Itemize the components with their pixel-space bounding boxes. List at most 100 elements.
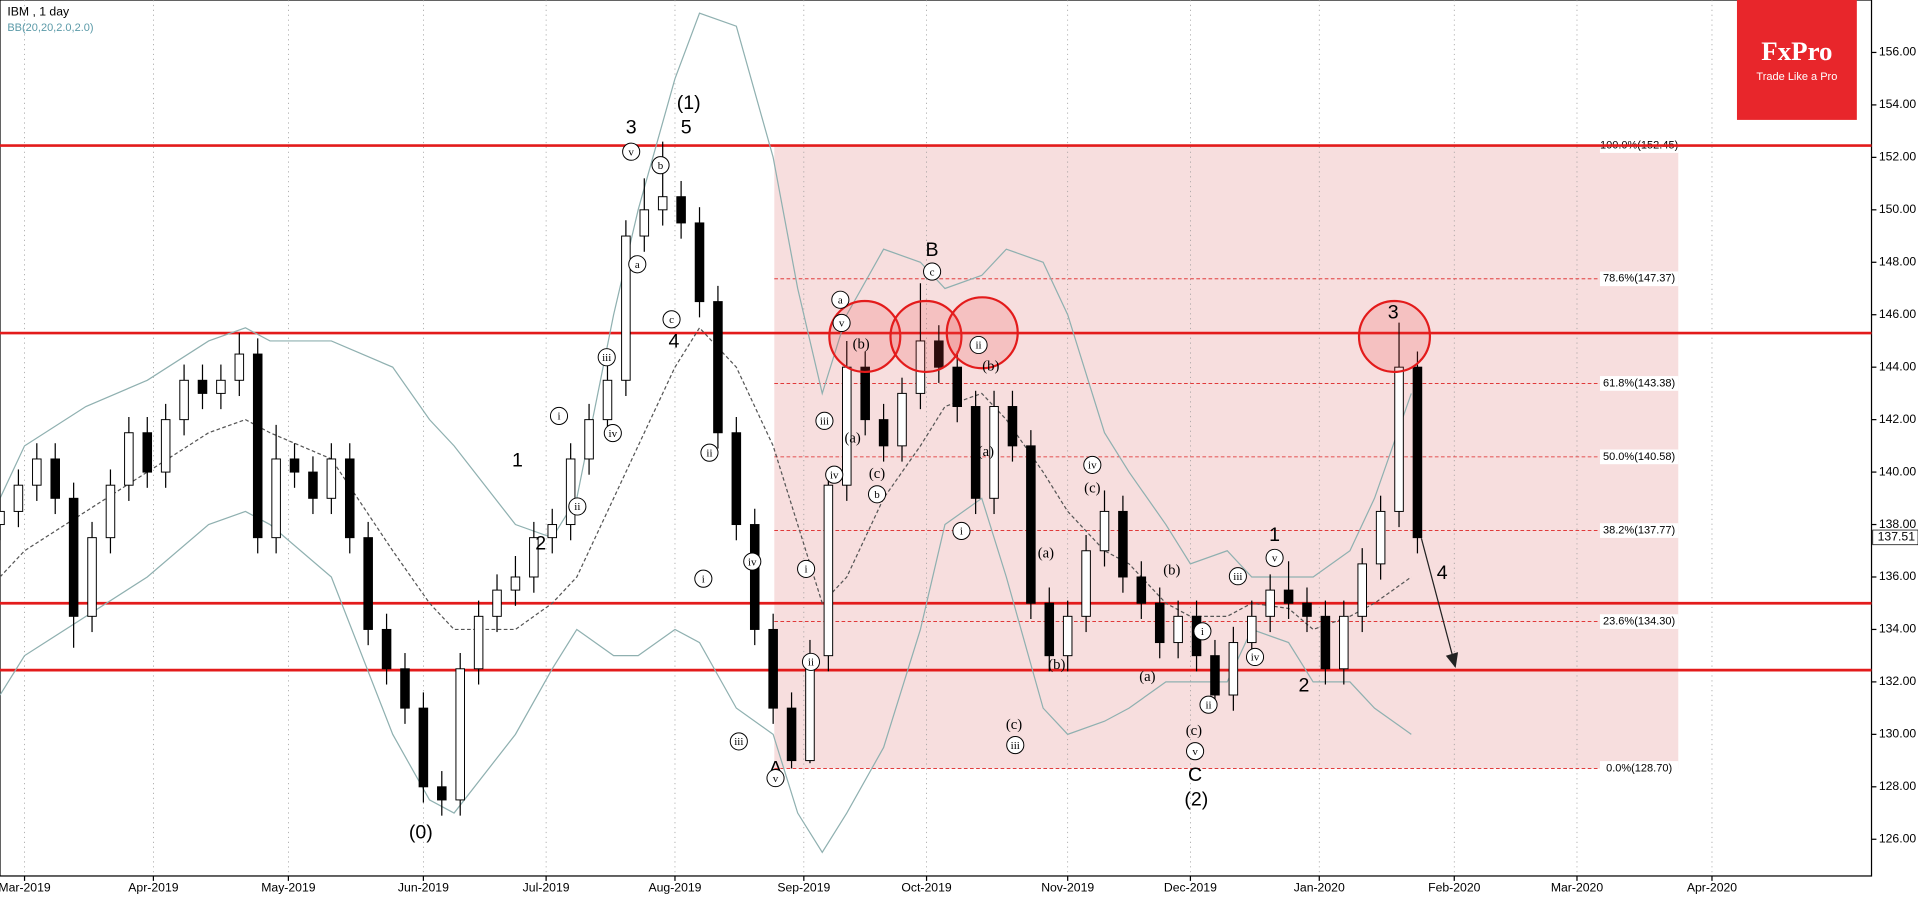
candle-body — [713, 301, 723, 434]
candle-body — [989, 406, 999, 499]
wave-circle — [1199, 695, 1218, 714]
candle-body — [547, 524, 558, 539]
candle-body — [657, 196, 668, 211]
candle-body — [1302, 602, 1312, 617]
candle-body — [1320, 615, 1331, 670]
candle-body — [0, 510, 5, 526]
candle-body — [234, 353, 245, 381]
wave-label: b — [874, 489, 880, 501]
wave-label: (c) — [1084, 481, 1100, 497]
wave-circle — [867, 485, 887, 504]
wave-circle — [729, 732, 748, 751]
wave-label: iii — [602, 352, 611, 364]
wave-label: 4 — [1437, 562, 1448, 584]
candle-body — [105, 484, 116, 539]
fib-label: 78.6%(147.37) — [1603, 273, 1675, 285]
wave-label: 1 — [512, 449, 523, 471]
wave-circle — [1006, 736, 1025, 755]
bb-middle — [0, 326, 1412, 631]
wave-label: 2 — [535, 533, 546, 555]
candle-body — [897, 392, 907, 447]
candle-body — [400, 668, 410, 709]
candle-body — [731, 432, 742, 526]
candle-body — [510, 576, 521, 591]
candle-body — [805, 655, 815, 762]
wave-label: ii — [706, 447, 712, 459]
candle-body — [1154, 602, 1165, 644]
candle-body — [326, 458, 337, 499]
candle-body — [381, 628, 392, 670]
fib-label: 0.0%(128.70) — [1606, 762, 1672, 774]
candle-body — [768, 628, 778, 709]
candle-body — [1118, 510, 1128, 578]
candle-body — [142, 432, 153, 473]
wave-label: (b) — [1048, 657, 1065, 673]
chart-title: IBM , 1 day — [7, 4, 70, 18]
candle-body — [676, 196, 686, 224]
x-tick-label: Apr-2020 — [1687, 880, 1737, 894]
fib-label-bg — [1599, 614, 1679, 629]
y-tick-label: 136.00 — [1879, 569, 1917, 583]
candle-body — [68, 497, 79, 617]
wave-circle — [694, 569, 713, 588]
last-price-box — [1872, 529, 1918, 546]
candle-body — [50, 458, 60, 499]
fib-label-bg — [1599, 761, 1679, 776]
wave-label: 4 — [669, 331, 680, 353]
y-tick-label: 152.00 — [1879, 150, 1917, 164]
wave-circle — [628, 255, 647, 274]
y-tick-label: 138.00 — [1879, 517, 1917, 531]
candle-body — [1394, 366, 1404, 512]
wave-label: (c) — [1186, 723, 1202, 739]
candle-body — [1246, 615, 1257, 644]
wave-circle — [801, 652, 821, 671]
wave-label: iv — [1251, 652, 1260, 664]
wave-circle — [832, 313, 851, 333]
wave-circle — [815, 411, 834, 430]
candle-body — [1265, 589, 1275, 617]
candle-body — [344, 458, 355, 539]
wave-circle — [1228, 567, 1247, 586]
y-tick-label: 134.00 — [1879, 622, 1917, 636]
wave-label: C — [1188, 764, 1202, 786]
fib-label-bg — [1599, 449, 1679, 465]
x-tick-label: May-2019 — [261, 880, 316, 894]
x-tick-label: Sep-2019 — [777, 880, 830, 894]
wave-circle — [651, 156, 670, 175]
wave-label: 2 — [1299, 675, 1310, 697]
wave-label: iii — [1233, 571, 1242, 583]
candle-body — [492, 589, 502, 617]
y-tick-label: 156.00 — [1879, 45, 1917, 59]
candle-body — [823, 484, 834, 657]
wave-label: v — [628, 146, 634, 158]
candle-body — [124, 432, 134, 486]
candle-body — [473, 615, 484, 670]
wave-circle — [952, 521, 971, 541]
wave-label: iii — [734, 736, 743, 748]
wave-label: v — [1272, 553, 1278, 565]
wave-circle — [597, 348, 616, 367]
wave-label: 1 — [1269, 524, 1280, 546]
candle-body — [1339, 615, 1349, 670]
wave-label: c — [930, 266, 935, 278]
indicator-label: BB(20,20,2.0,2.0) — [7, 22, 93, 34]
candle-body — [308, 471, 318, 499]
fib-label: 61.8%(143.38) — [1603, 377, 1675, 389]
candle-body — [179, 379, 189, 421]
wave-label: ii — [976, 340, 982, 352]
highlight-circle — [889, 299, 963, 374]
wave-circle — [700, 443, 719, 462]
logo-brand: FxPro — [1761, 36, 1832, 66]
candle-body — [1173, 615, 1183, 644]
wave-circle — [743, 552, 762, 571]
candle-body — [602, 379, 613, 421]
wave-circle — [797, 559, 816, 578]
candle-body — [915, 340, 926, 394]
plot-layer: 100.0%(152.45)78.6%(147.37)61.8%(143.38)… — [0, 0, 1872, 881]
wave-label: (b) — [853, 336, 870, 352]
candle-body — [565, 458, 576, 526]
wave-label: ii — [574, 501, 580, 513]
wave-label: (b) — [982, 358, 999, 374]
y-tick-label: 146.00 — [1879, 307, 1917, 321]
